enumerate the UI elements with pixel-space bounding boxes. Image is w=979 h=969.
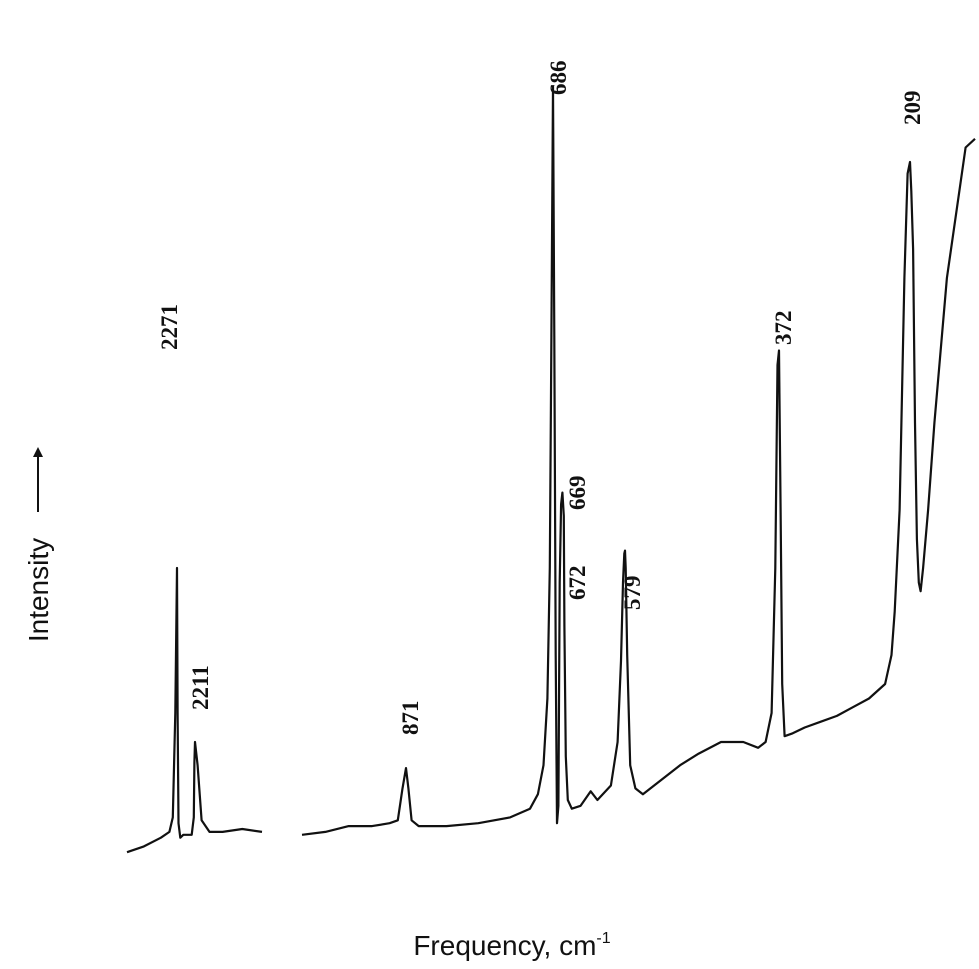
peak-label-579: 579 bbox=[620, 576, 645, 611]
y-axis-label: Intensity bbox=[23, 538, 54, 642]
peak-label-2271: 2271 bbox=[157, 304, 182, 350]
peak-label-686: 686 bbox=[546, 61, 571, 96]
y-axis-arrow-icon bbox=[33, 447, 43, 457]
peak-label-209: 209 bbox=[900, 91, 925, 126]
peak-label-372: 372 bbox=[771, 311, 796, 346]
x-axis-title: Frequency, cm-1 bbox=[413, 930, 610, 961]
peak-label-2211: 2211 bbox=[188, 665, 213, 710]
x-axis-label: Frequency, cm bbox=[413, 930, 596, 961]
spectrum-segment-2 bbox=[301, 85, 976, 836]
peak-labels: 2271 2211 871 686 672 669 579 372 209 bbox=[157, 61, 925, 736]
peak-label-871: 871 bbox=[398, 701, 423, 736]
x-axis-unit-superscript: -1 bbox=[596, 930, 610, 947]
peak-label-669: 669 bbox=[565, 476, 590, 511]
spectrum-segment-1 bbox=[126, 566, 263, 854]
y-axis-title: Intensity bbox=[23, 447, 54, 642]
peak-label-672: 672 bbox=[565, 566, 590, 601]
spectrum-traces bbox=[126, 85, 976, 854]
